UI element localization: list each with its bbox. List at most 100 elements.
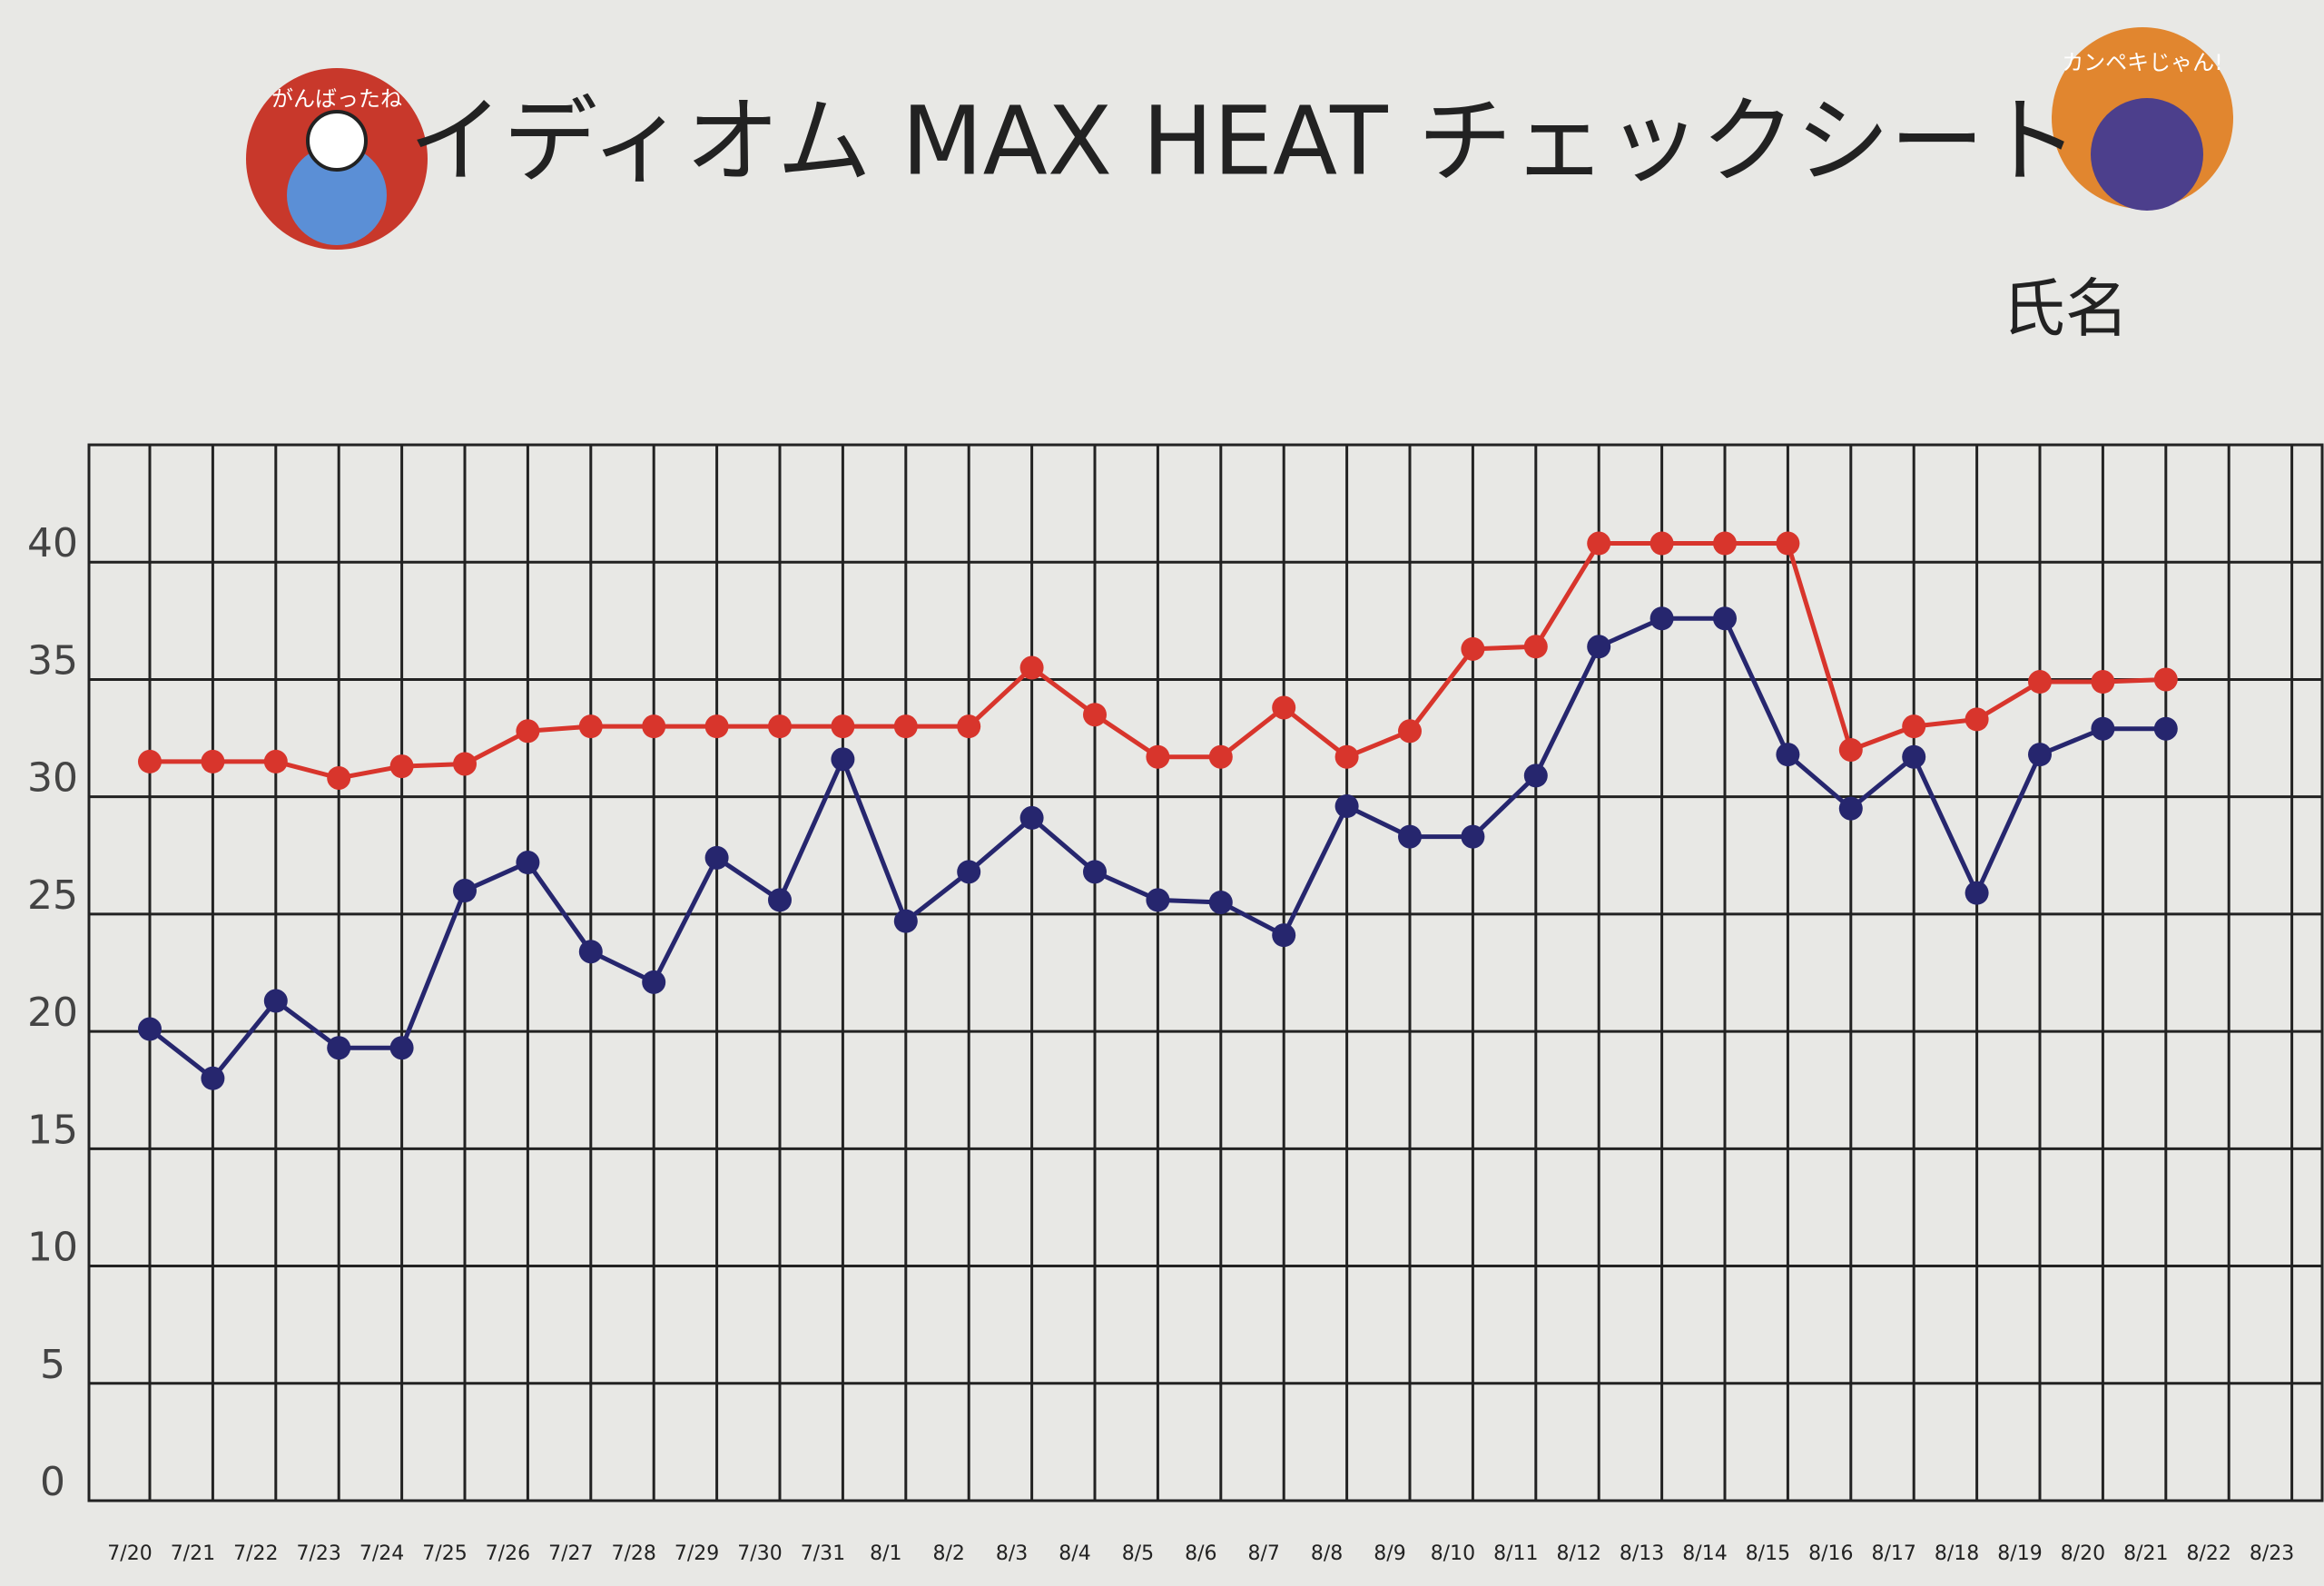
x-tick-label: 8/1 — [870, 1542, 901, 1565]
point — [1461, 824, 1485, 849]
point — [642, 714, 666, 739]
x-tick-label: 8/4 — [1059, 1542, 1090, 1565]
x-tick-label: 8/18 — [1935, 1542, 1979, 1565]
x-tick-label: 8/21 — [2123, 1542, 2168, 1565]
point — [1208, 890, 1233, 914]
point — [957, 860, 981, 884]
point — [263, 749, 288, 773]
point — [831, 747, 855, 772]
badge-left-ball — [306, 110, 368, 172]
badge-left-text: がんばったね — [271, 86, 402, 112]
x-tick-label: 8/22 — [2186, 1542, 2230, 1565]
badge-right-text: カンペキじゃん! — [2062, 50, 2223, 75]
y-tick-label: 35 — [27, 637, 78, 684]
point — [327, 1036, 351, 1060]
y-tick-label: 0 — [40, 1459, 65, 1505]
point — [1649, 606, 1674, 631]
point — [1398, 719, 1422, 744]
point — [893, 909, 918, 933]
x-tick-label: 8/20 — [2061, 1542, 2105, 1565]
x-tick-label: 7/24 — [359, 1542, 404, 1565]
x-tick-label: 7/30 — [737, 1542, 782, 1565]
point — [1902, 744, 1926, 769]
x-tick-label: 8/17 — [1871, 1542, 1915, 1565]
point — [1587, 635, 1611, 659]
point — [1776, 531, 1800, 556]
point — [1965, 881, 1989, 905]
point — [1713, 531, 1737, 556]
point — [704, 714, 729, 739]
point — [138, 749, 162, 773]
point — [1965, 707, 1989, 732]
point — [578, 714, 603, 739]
x-tick-label: 7/29 — [675, 1542, 719, 1565]
x-tick-label: 8/12 — [1556, 1542, 1600, 1565]
x-tick-label: 7/27 — [548, 1542, 593, 1565]
x-tick-label: 7/28 — [611, 1542, 655, 1565]
point — [1838, 796, 1863, 821]
point — [1208, 744, 1233, 769]
x-tick-label: 8/15 — [1746, 1542, 1790, 1565]
point — [516, 719, 540, 744]
point — [704, 845, 729, 870]
point — [389, 754, 414, 779]
point — [1461, 636, 1485, 661]
x-tick-label: 7/26 — [486, 1542, 530, 1565]
y-tick-label: 30 — [27, 755, 78, 802]
y-tick-label: 15 — [27, 1107, 78, 1153]
point — [201, 1066, 225, 1090]
y-tick-label: 10 — [27, 1225, 78, 1271]
x-tick-label: 7/25 — [422, 1542, 467, 1565]
x-tick-label: 8/13 — [1620, 1542, 1664, 1565]
point — [1019, 655, 1044, 680]
point — [1334, 744, 1359, 769]
x-tick-label: 7/23 — [296, 1542, 340, 1565]
point — [1146, 744, 1170, 769]
point — [1902, 714, 1926, 739]
x-tick-label: 8/3 — [996, 1542, 1028, 1565]
x-tick-label: 8/2 — [932, 1542, 964, 1565]
point — [2091, 716, 2115, 741]
point — [957, 714, 981, 739]
point — [2153, 716, 2178, 741]
y-tick-label: 5 — [40, 1342, 65, 1388]
point — [1776, 743, 1800, 767]
point — [1713, 606, 1737, 631]
x-tick-label: 8/19 — [1997, 1542, 2042, 1565]
point — [1649, 531, 1674, 556]
point — [1083, 860, 1107, 884]
point — [453, 879, 477, 903]
point — [1523, 635, 1548, 659]
point — [1587, 531, 1611, 556]
point — [263, 989, 288, 1013]
point — [1272, 923, 1296, 948]
chart-title: イディオム MAX HEAT チェックシート — [409, 85, 2078, 196]
point — [1083, 703, 1107, 727]
name-label: 氏名 — [2002, 271, 2129, 346]
x-tick-label: 8/7 — [1247, 1542, 1279, 1565]
x-tick-label: 7/22 — [233, 1542, 278, 1565]
point — [1334, 794, 1359, 819]
badge-left-character — [287, 145, 387, 245]
point — [768, 888, 792, 912]
x-tick-label: 7/31 — [801, 1542, 845, 1565]
point — [1398, 824, 1422, 849]
x-tick-label: 8/14 — [1682, 1542, 1727, 1565]
x-tick-label: 8/10 — [1431, 1542, 1475, 1565]
point — [1019, 805, 1044, 830]
point — [2091, 670, 2115, 694]
point — [768, 714, 792, 739]
point — [831, 714, 855, 739]
x-tick-label: 8/8 — [1311, 1542, 1343, 1565]
y-tick-label: 20 — [27, 990, 78, 1036]
x-tick-label: 8/5 — [1122, 1542, 1154, 1565]
point — [1146, 888, 1170, 912]
point — [201, 749, 225, 773]
x-tick-label: 8/11 — [1493, 1542, 1538, 1565]
x-tick-label: 8/9 — [1374, 1542, 1405, 1565]
point — [578, 940, 603, 964]
point — [1838, 737, 1863, 762]
